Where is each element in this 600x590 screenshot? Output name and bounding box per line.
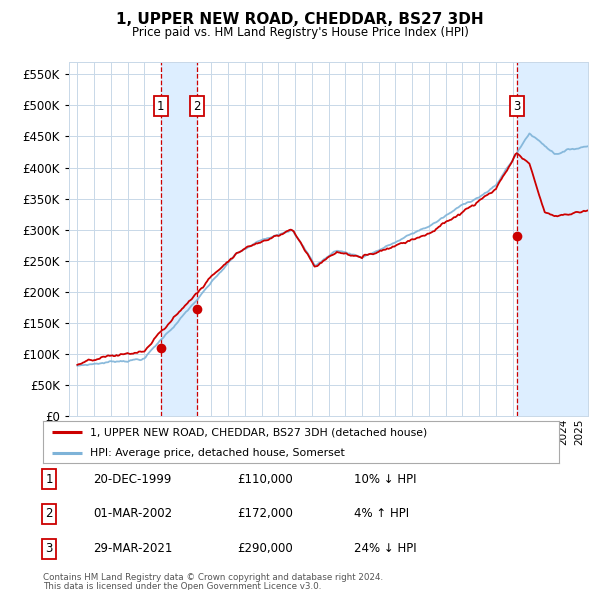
Text: £290,000: £290,000 [237,542,293,555]
Bar [517,62,588,416]
Text: 3: 3 [46,542,53,555]
Text: 24% ↓ HPI: 24% ↓ HPI [354,542,416,555]
Text: £110,000: £110,000 [237,473,293,486]
Text: 3: 3 [513,100,520,113]
Text: £172,000: £172,000 [237,507,293,520]
Text: 29-MAR-2021: 29-MAR-2021 [93,542,172,555]
Text: 2: 2 [193,100,201,113]
Text: 1: 1 [46,473,53,486]
Text: This data is licensed under the Open Government Licence v3.0.: This data is licensed under the Open Gov… [43,582,322,590]
Text: Contains HM Land Registry data © Crown copyright and database right 2024.: Contains HM Land Registry data © Crown c… [43,573,383,582]
Text: 2: 2 [46,507,53,520]
Text: 1, UPPER NEW ROAD, CHEDDAR, BS27 3DH: 1, UPPER NEW ROAD, CHEDDAR, BS27 3DH [116,12,484,27]
Text: HPI: Average price, detached house, Somerset: HPI: Average price, detached house, Some… [89,448,344,457]
Text: 01-MAR-2002: 01-MAR-2002 [93,507,172,520]
Text: 20-DEC-1999: 20-DEC-1999 [93,473,172,486]
Text: 10% ↓ HPI: 10% ↓ HPI [354,473,416,486]
Text: Price paid vs. HM Land Registry's House Price Index (HPI): Price paid vs. HM Land Registry's House … [131,26,469,39]
Text: 1, UPPER NEW ROAD, CHEDDAR, BS27 3DH (detached house): 1, UPPER NEW ROAD, CHEDDAR, BS27 3DH (de… [89,427,427,437]
Bar [161,62,197,416]
Text: 4% ↑ HPI: 4% ↑ HPI [354,507,409,520]
Text: 1: 1 [157,100,164,113]
